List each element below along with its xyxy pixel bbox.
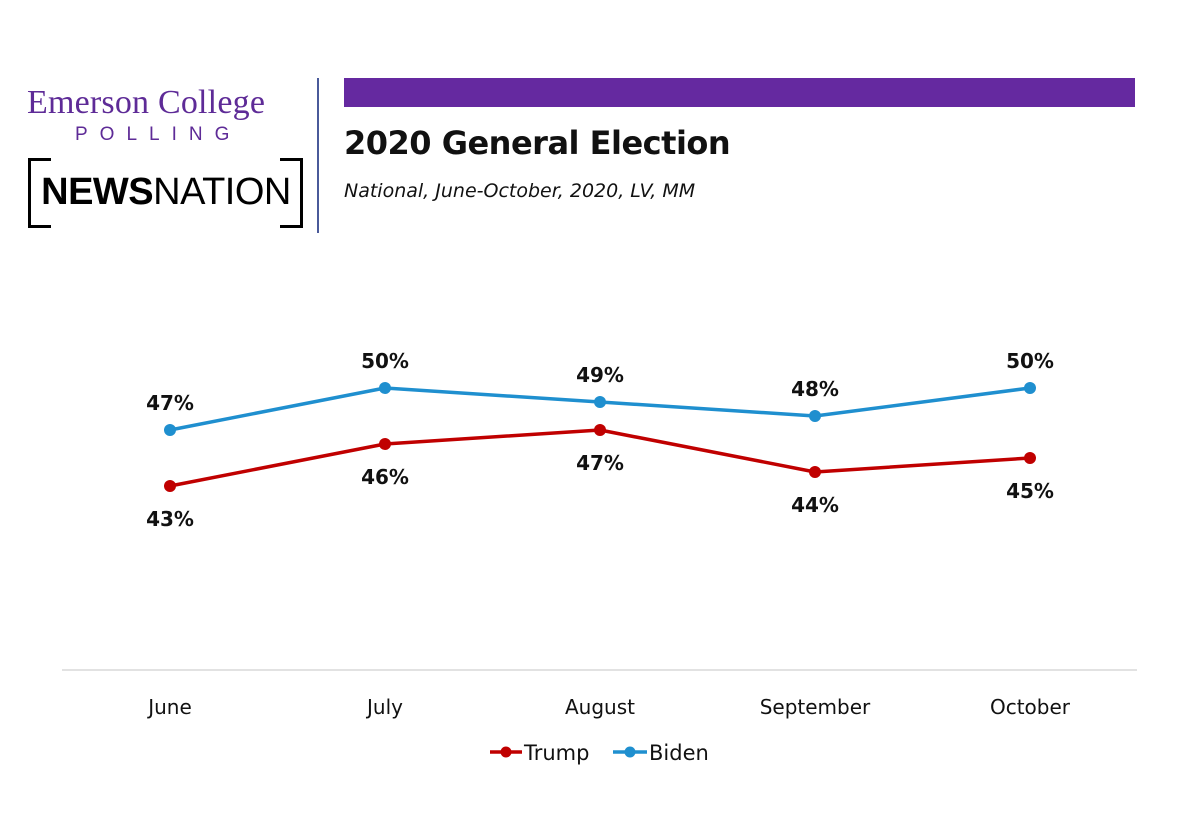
x-tick-label-september: September [760,695,871,719]
page-subtitle: National, June-October, 2020, LV, MM [344,180,696,202]
biden-point-august [594,396,606,408]
biden-point-october [1024,382,1036,394]
trump-data-label-september: 44% [791,493,839,517]
x-tick-label-august: August [565,695,635,719]
biden-point-july [379,382,391,394]
biden-series-line [169,386,1031,432]
x-tick-label-october: October [990,695,1071,719]
nation-wordmark: NATION [153,171,291,213]
x-tick-label-june: June [146,695,192,719]
trump-data-label-july: 46% [361,465,409,489]
polling-logo-text: POLLING [75,124,242,145]
trump-legend-label: Trump [523,741,589,765]
emerson-college-logo-text: Emerson College [27,84,266,121]
header-accent-bar [344,78,1135,107]
trump-point-october [1024,452,1036,464]
biden-data-label-june: 47% [146,391,194,415]
newsnation-wordmark: NEWSNATION [40,171,292,214]
trump-point-june [164,480,176,492]
biden-legend-marker [624,746,636,758]
logo-right-bracket [280,158,303,228]
news-wordmark: NEWS [41,171,154,213]
biden-data-label-august: 49% [576,363,624,387]
trump-point-july [379,438,391,450]
trump-data-label-june: 43% [146,507,194,531]
biden-point-june [164,424,176,436]
biden-data-label-september: 48% [791,377,839,401]
x-tick-label-july: July [365,695,403,719]
biden-point-september [809,410,821,422]
trump-data-label-october: 45% [1006,479,1054,503]
biden-legend-label: Biden [649,741,709,765]
newsnation-logo: NEWSNATION [28,158,303,228]
biden-data-label-july: 50% [361,349,409,373]
trump-data-label-august: 47% [576,451,624,475]
trump-point-august [594,424,606,436]
page-title: 2020 General Election [344,124,731,162]
trump-legend-marker [500,746,512,758]
logo-left-bracket [28,158,51,228]
header-divider [317,78,319,233]
biden-data-label-october: 50% [1006,349,1054,373]
trump-point-september [809,466,821,478]
